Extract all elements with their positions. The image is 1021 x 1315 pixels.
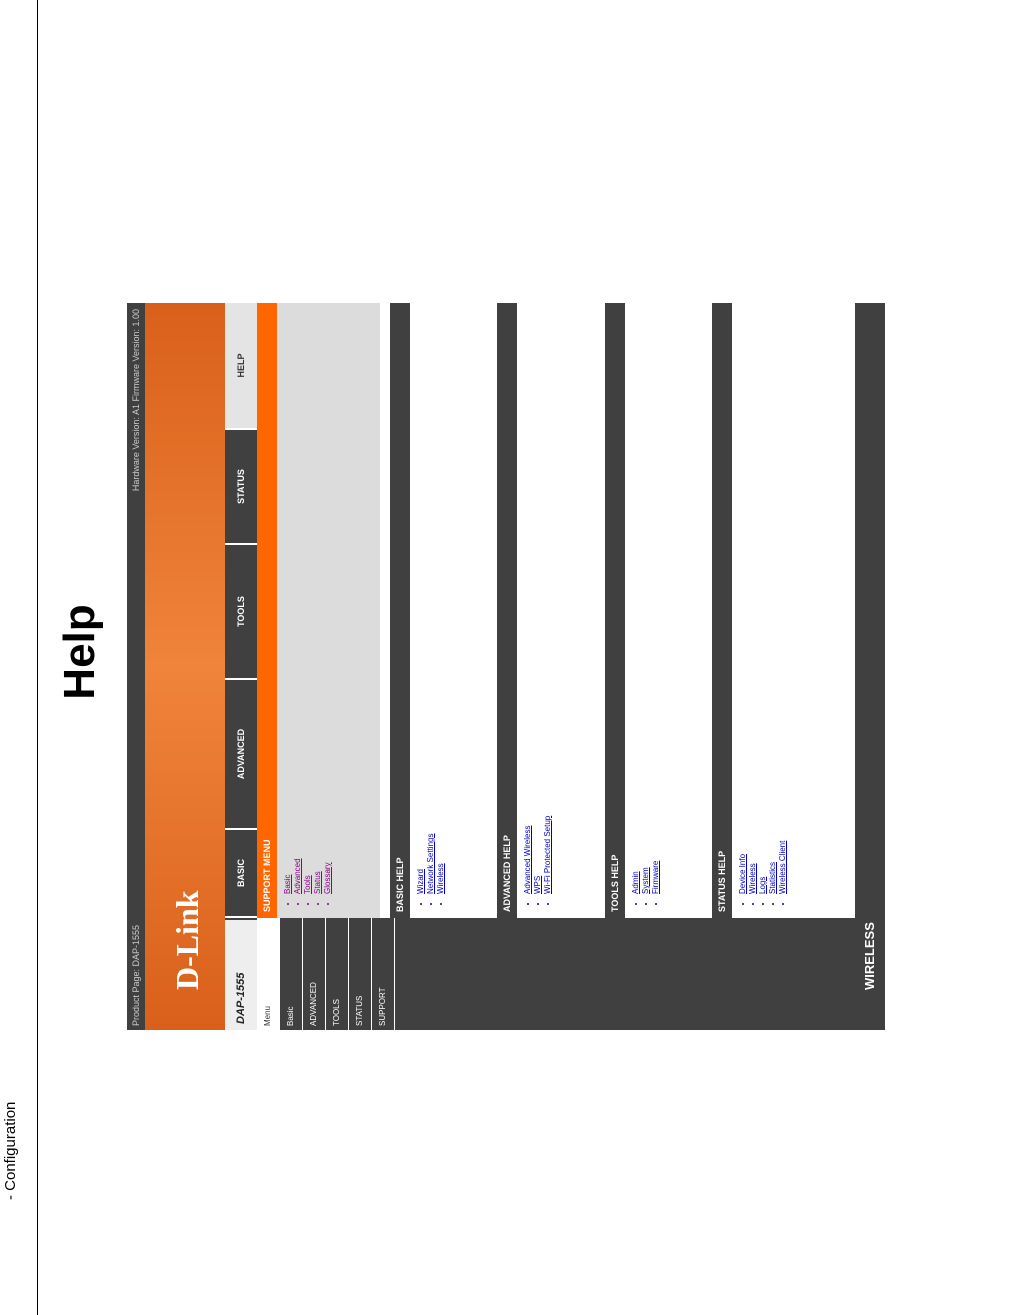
border-line xyxy=(37,0,38,1315)
help-link[interactable]: System xyxy=(641,303,651,894)
support-title: SUPPORT MENU xyxy=(257,303,277,918)
help-section: TOOLS HELP AdminSystemFirmware xyxy=(605,303,661,918)
sidebar-item[interactable]: TOOLS xyxy=(326,918,349,1030)
support-link[interactable]: Basic xyxy=(283,303,293,894)
section-list: Advanced WirelessWPSWi-Fi Protected Setu… xyxy=(523,303,553,918)
help-link[interactable]: WPS xyxy=(533,303,543,894)
sidebar-item[interactable]: Basic xyxy=(280,918,303,1030)
support-link[interactable]: Tools xyxy=(303,303,313,894)
help-link[interactable]: Wireless xyxy=(748,303,758,894)
top-bar: Product Page: DAP-1555 Hardware Version:… xyxy=(127,303,145,1030)
sidebar-item[interactable]: SUPPORT xyxy=(372,918,395,1030)
help-link[interactable]: Device Info xyxy=(738,303,748,894)
sidebar-item[interactable]: STATUS xyxy=(349,918,372,1030)
support-link[interactable]: Glossary xyxy=(323,303,333,894)
section-title: BASIC HELP xyxy=(390,303,410,918)
section-title: ADVANCED HELP xyxy=(497,303,517,918)
banner: D-Link xyxy=(145,303,225,1030)
help-link[interactable]: Wireless Client xyxy=(778,303,788,894)
help-link[interactable]: Wireless xyxy=(436,303,446,894)
help-link[interactable]: Firmware xyxy=(651,303,661,894)
help-link[interactable]: Wizard xyxy=(416,303,426,894)
support-list: BasicAdvancedToolsStatusGlossary xyxy=(283,303,333,918)
help-section: BASIC HELP WizardNetwork SettingsWireless xyxy=(390,303,446,918)
sidebar-item[interactable]: Menu xyxy=(257,918,280,1030)
nav-tab[interactable]: STATUS xyxy=(225,430,257,545)
section-title: TOOLS HELP xyxy=(605,303,625,918)
section-list: Device InfoWirelessLogsStatisticsWireles… xyxy=(738,303,788,918)
support-link[interactable]: Advanced xyxy=(293,303,303,894)
screenshot: Product Page: DAP-1555 Hardware Version:… xyxy=(127,303,885,1030)
logo: D-Link xyxy=(169,890,205,990)
page-title: Help xyxy=(55,604,104,700)
help-link[interactable]: Advanced Wireless xyxy=(523,303,533,894)
support-link[interactable]: Status xyxy=(313,303,323,894)
help-section: STATUS HELP Device InfoWirelessLogsStatis… xyxy=(712,303,788,918)
sidebar-item[interactable]: ADVANCED xyxy=(303,918,326,1030)
content: SUPPORT MENU BasicAdvancedToolsStatusGlo… xyxy=(257,303,855,918)
support-menu: SUPPORT MENU BasicAdvancedToolsStatusGlo… xyxy=(257,303,380,918)
help-link[interactable]: Logs xyxy=(758,303,768,894)
help-link[interactable]: Network Settings xyxy=(426,303,436,894)
nav-tab[interactable]: ADVANCED xyxy=(225,680,257,830)
help-section: ADVANCED HELP Advanced WirelessWPSWi-Fi P… xyxy=(497,303,553,918)
footer: WIRELESS xyxy=(855,303,885,1030)
nav-tab[interactable]: BASIC xyxy=(225,830,257,918)
nav-tab[interactable]: HELP xyxy=(225,303,257,430)
help-link[interactable]: Admin xyxy=(631,303,641,894)
section-list: WizardNetwork SettingsWireless xyxy=(416,303,446,918)
model-label: DAP-1555 xyxy=(225,920,257,1030)
section-list: AdminSystemFirmware xyxy=(631,303,661,918)
product-label: Product Page: DAP-1555 xyxy=(131,924,141,1026)
help-link[interactable]: Wi-Fi Protected Setup xyxy=(543,303,553,894)
section-title: STATUS HELP xyxy=(712,303,732,918)
nav-bar: DAP-1555 BASIC ADVANCED TOOLS STATUS HELP xyxy=(225,303,257,1030)
version-label: Hardware Version: A1 Firmware Version: 1… xyxy=(131,309,141,492)
section-label: - Configuration xyxy=(2,1101,19,1200)
nav-tab[interactable]: TOOLS xyxy=(225,545,257,680)
help-link[interactable]: Statistics xyxy=(768,303,778,894)
sidebar: Menu Basic ADVANCED TOOLS STATUS SUPPORT xyxy=(257,918,855,1030)
